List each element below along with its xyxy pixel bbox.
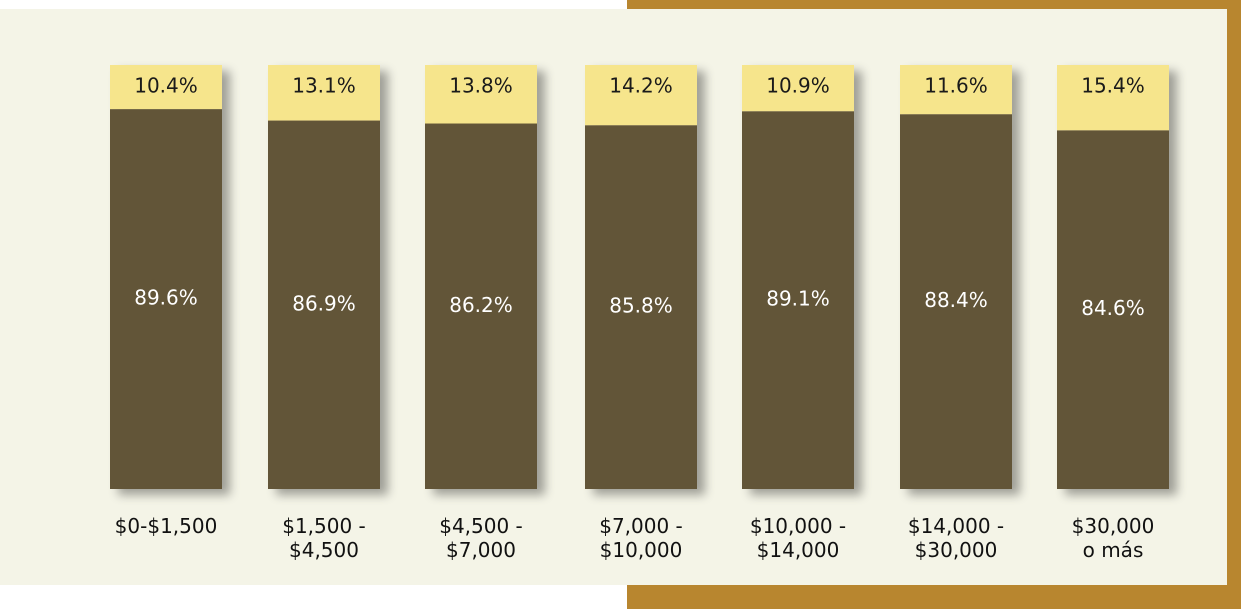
bar-segment <box>585 65 697 126</box>
value-label: 15.4% <box>1081 74 1145 98</box>
x-tick-label-line: o más <box>1083 538 1144 562</box>
bar-segment <box>900 65 1012 115</box>
bar-segment <box>742 111 854 489</box>
bar-segment <box>1057 65 1169 131</box>
bar-segment <box>268 65 380 121</box>
bar-segment <box>585 125 697 489</box>
bar-segment <box>425 65 537 124</box>
x-tick-label: $7,000 -$10,000 <box>599 514 683 562</box>
bar-stack <box>268 65 380 489</box>
value-label: 10.9% <box>766 74 830 98</box>
x-tick-label: $30,000 o más <box>1072 514 1155 562</box>
x-tick-label-line: $10,000 - <box>750 514 846 538</box>
x-tick-label-line: $30,000 <box>1072 514 1155 538</box>
value-label: 88.4% <box>924 288 988 312</box>
bar-stack <box>742 65 854 489</box>
bar-segment <box>425 123 537 490</box>
x-tick-label: $4,500 -$7,000 <box>439 514 523 562</box>
x-tick-label-line: $0-$1,500 <box>115 514 218 538</box>
bar-segment <box>110 109 222 489</box>
x-tick-label-line: $1,500 - <box>282 514 366 538</box>
bar-segment <box>742 65 854 112</box>
x-tick-label-line: $4,500 - <box>439 514 523 538</box>
value-label: 86.9% <box>292 291 356 315</box>
value-label: 84.6% <box>1081 296 1145 320</box>
bar-segment <box>1057 130 1169 489</box>
value-label: 89.1% <box>766 287 830 311</box>
x-tick-label-line: $14,000 <box>757 538 840 562</box>
x-tick-label-line: $10,000 <box>600 538 683 562</box>
bar-segment <box>268 120 380 489</box>
x-tick-label-line: $4,500 <box>289 538 359 562</box>
value-label: 10.4% <box>134 74 198 98</box>
bar-stack <box>110 65 222 489</box>
x-tick-label-line: $7,000 <box>446 538 516 562</box>
value-label: 89.6% <box>134 286 198 310</box>
x-tick-label: $14,000 -$30,000 <box>908 514 1004 562</box>
x-tick-label-line: $30,000 <box>915 538 998 562</box>
value-label: 14.2% <box>609 74 673 98</box>
bar-stack <box>585 65 697 489</box>
bar-segment <box>900 114 1012 490</box>
value-label: 13.1% <box>292 74 356 98</box>
x-tick-label-line: $7,000 - <box>599 514 683 538</box>
bar-stack <box>1057 65 1169 489</box>
x-tick-label: $0-$1,500 <box>115 514 218 538</box>
value-label: 11.6% <box>924 74 988 98</box>
bar-stack <box>900 65 1012 490</box>
x-tick-label-line: $14,000 - <box>908 514 1004 538</box>
value-label: 13.8% <box>449 74 513 98</box>
x-tick-label: $1,500 -$4,500 <box>282 514 366 562</box>
bar-segment <box>110 65 222 110</box>
bar-stack <box>425 65 537 490</box>
value-label: 85.8% <box>609 294 673 318</box>
value-label: 86.2% <box>449 293 513 317</box>
x-tick-label: $10,000 -$14,000 <box>750 514 846 562</box>
